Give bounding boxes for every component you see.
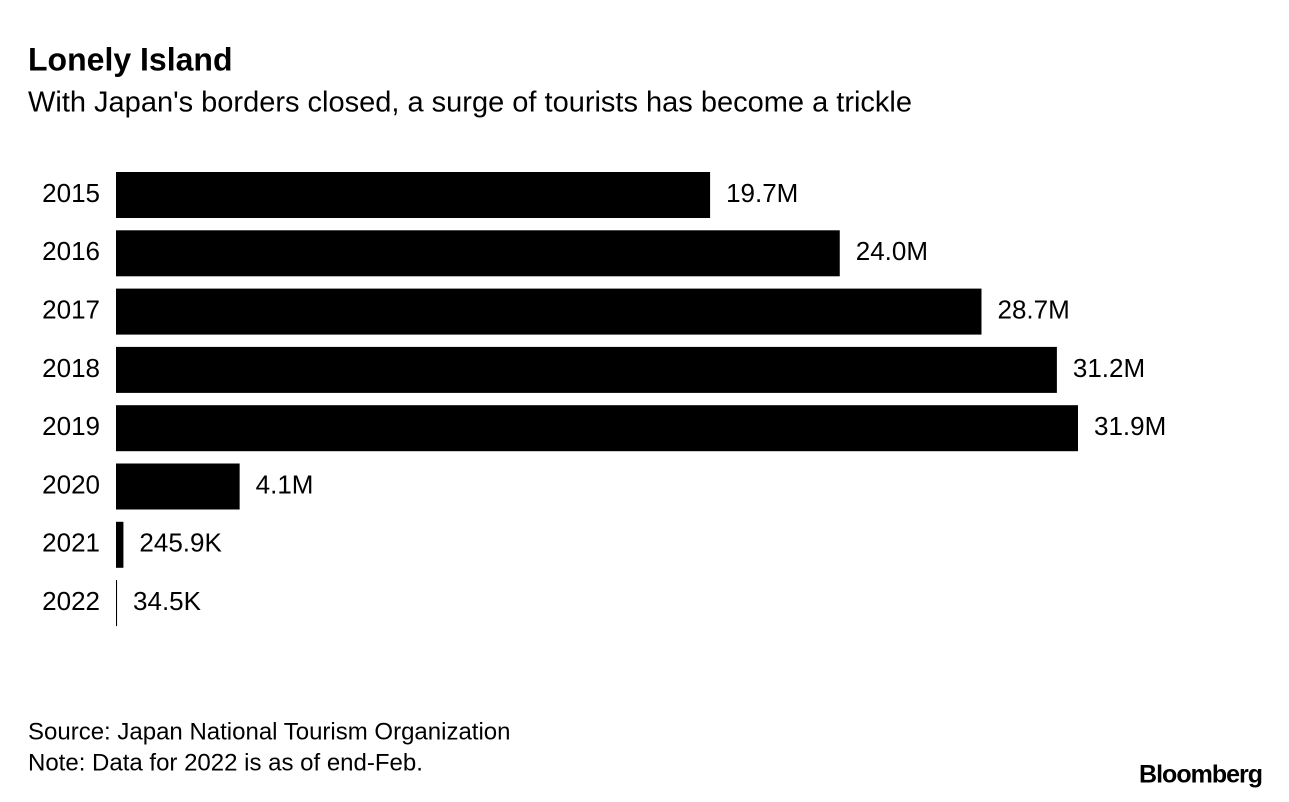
y-tick-label: 2022 <box>42 586 100 616</box>
y-tick-label: 2019 <box>42 411 100 441</box>
bar <box>116 463 240 510</box>
bar <box>116 405 1078 452</box>
data-label: 31.2M <box>1073 353 1145 383</box>
y-tick-label: 2015 <box>42 178 100 208</box>
data-label: 19.7M <box>726 178 798 208</box>
chart-title: Lonely Island <box>28 41 232 77</box>
y-tick-label: 2016 <box>42 236 100 266</box>
data-label: 31.9M <box>1094 411 1166 441</box>
note: Note: Data for 2022 is as of end-Feb. <box>28 749 423 776</box>
data-label: 28.7M <box>997 294 1069 324</box>
y-tick-label: 2021 <box>42 528 100 558</box>
data-label: 245.9K <box>139 528 222 558</box>
brand-logo: Bloomberg <box>1139 761 1262 789</box>
chart-subtitle: With Japan's borders closed, a surge of … <box>28 87 912 119</box>
y-tick-label: 2020 <box>42 469 100 499</box>
y-tick-label: 2017 <box>42 294 100 324</box>
bar <box>116 580 118 627</box>
bar <box>116 172 711 218</box>
data-label: 4.1M <box>256 469 314 499</box>
bar <box>116 521 124 568</box>
bar <box>116 288 982 335</box>
bar <box>116 230 840 277</box>
y-tick-label: 2018 <box>42 353 100 383</box>
data-label: 24.0M <box>856 236 928 266</box>
source: Source: Japan National Tourism Organizat… <box>28 718 510 745</box>
bar <box>116 346 1057 393</box>
data-label: 34.5K <box>133 586 202 616</box>
